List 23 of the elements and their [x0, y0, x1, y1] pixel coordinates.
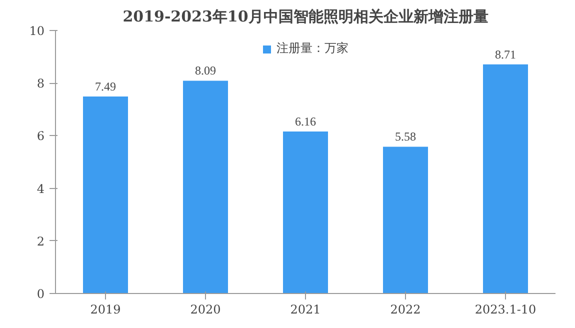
bar	[83, 96, 128, 294]
y-tick-label: 8	[36, 76, 45, 91]
data-label: 7.49	[95, 80, 116, 94]
y-tick-label: 0	[36, 287, 45, 301]
x-tick-label: 2020	[190, 302, 221, 316]
bar	[283, 131, 328, 294]
data-label: 6.16	[295, 114, 316, 128]
x-tick-label: 2021	[290, 302, 321, 316]
y-tick-label: 6	[36, 129, 45, 144]
x-tick-label: 2022	[390, 302, 421, 316]
data-label: 8.71	[495, 47, 516, 62]
bar	[483, 64, 528, 294]
bar	[383, 146, 428, 294]
x-tick-label: 2019	[90, 302, 121, 316]
chart-title: 2019-2023年10月中国智能照明相关企业新增注册量	[122, 8, 488, 26]
data-label: 5.58	[395, 130, 416, 144]
x-tick-label: 2023.1-10	[474, 302, 536, 316]
y-tick-label: 4	[36, 182, 45, 196]
data-label: 8.09	[195, 64, 216, 78]
legend-label: 注册量：万家	[276, 40, 348, 57]
y-tick-label: 10	[29, 24, 45, 38]
bar	[183, 80, 228, 294]
y-tick-label: 2	[36, 234, 45, 248]
